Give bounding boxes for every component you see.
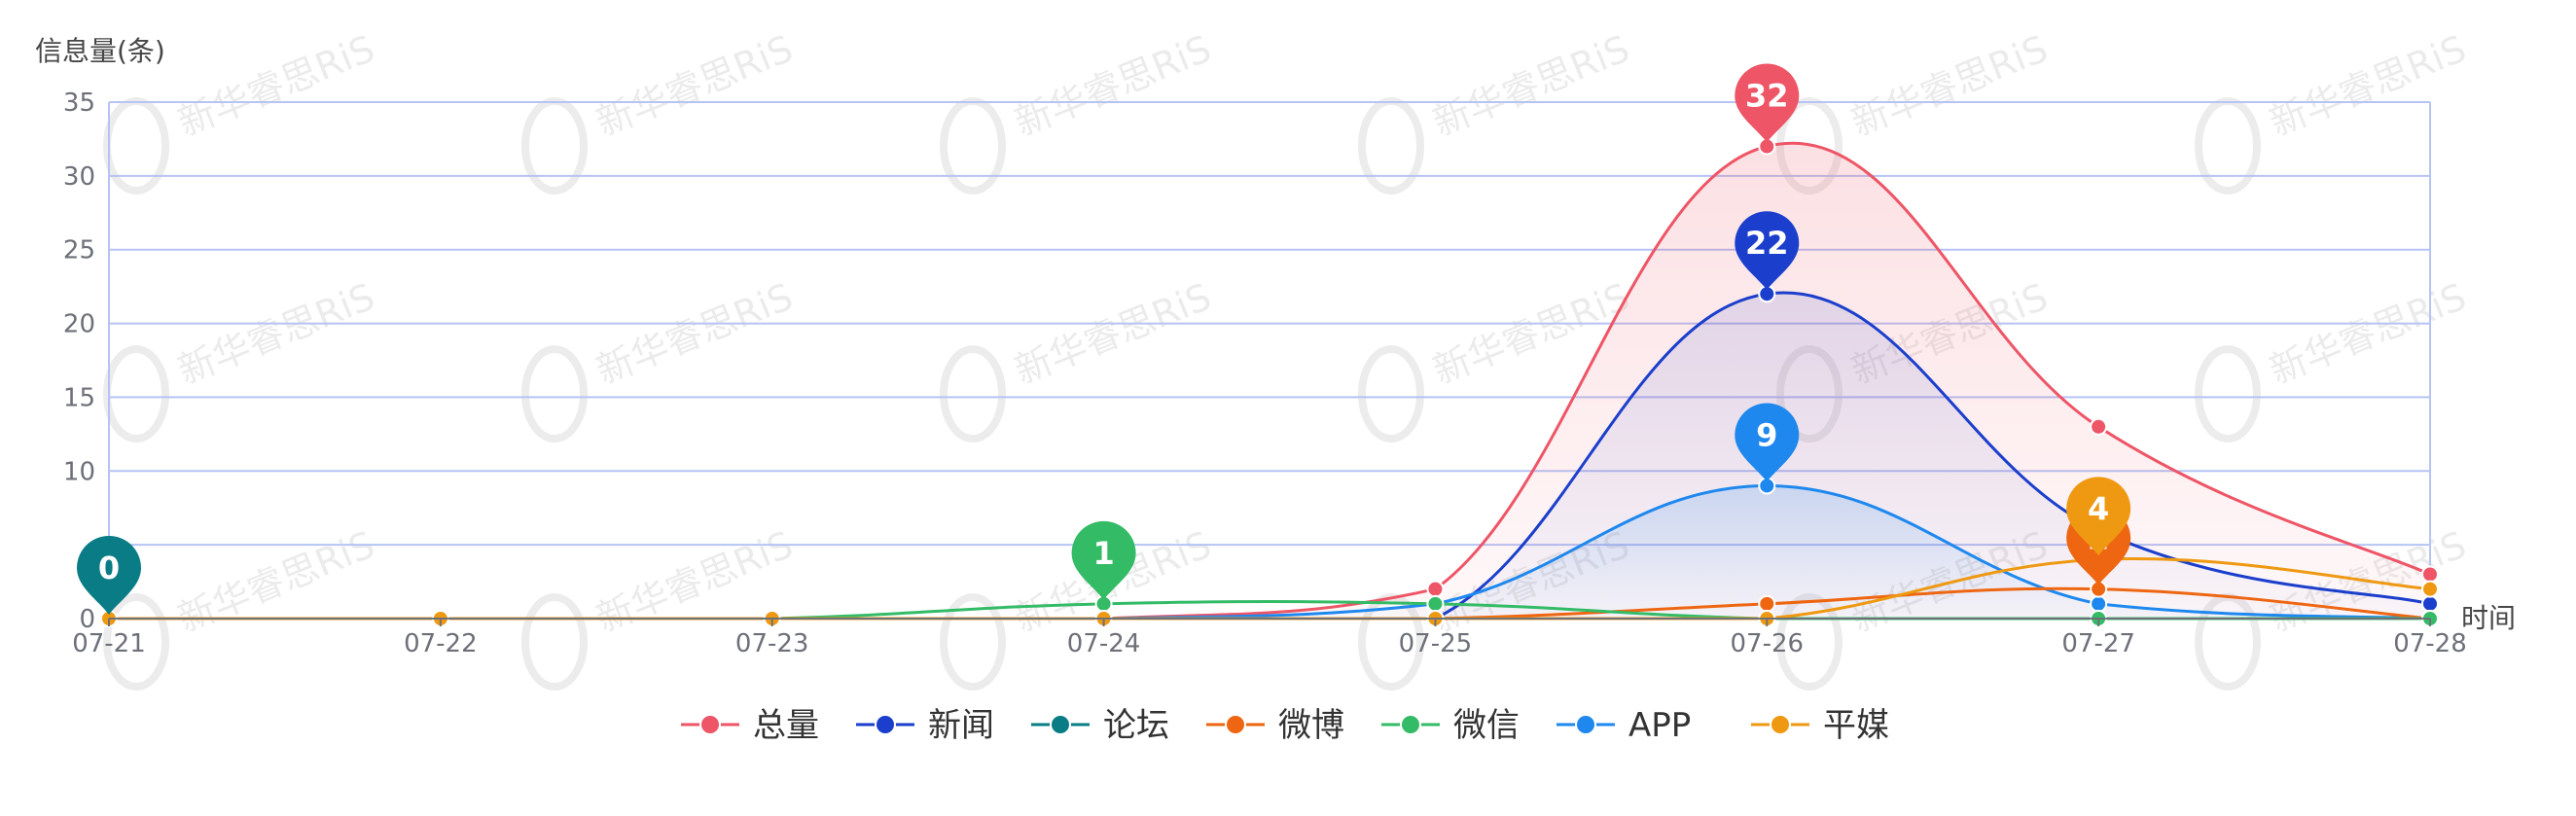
- svg-text:新华睿思RiS: 新华睿思RiS: [172, 27, 380, 145]
- data-point[interactable]: [2090, 417, 2108, 436]
- data-point[interactable]: [1426, 580, 1445, 598]
- max-marker-pin: 1: [1071, 520, 1136, 600]
- x-tick-label: 07-28: [2393, 629, 2467, 658]
- x-tick-label: 07-21: [72, 629, 146, 658]
- y-tick-label: 35: [63, 89, 95, 118]
- watermark: 新华睿思RiS: [521, 27, 799, 195]
- legend-item-新闻[interactable]: 新闻: [856, 706, 994, 745]
- data-point[interactable]: [2421, 565, 2439, 584]
- y-tick-label: 30: [63, 162, 95, 192]
- watermark: 新华睿思RiS: [521, 523, 799, 691]
- data-point[interactable]: [1426, 594, 1445, 613]
- x-tick-label: 07-27: [2061, 629, 2135, 658]
- watermark: 新华睿思RiS: [940, 275, 1217, 443]
- svg-text:新华睿思RiS: 新华睿思RiS: [1009, 27, 1217, 145]
- max-marker-label: 9: [1756, 416, 1777, 453]
- svg-text:新华睿思RiS: 新华睿思RiS: [2264, 27, 2472, 145]
- legend-item-总量[interactable]: 总量: [681, 706, 819, 745]
- max-marker-label: 0: [98, 550, 120, 586]
- y-tick-label: 15: [63, 383, 95, 412]
- svg-text:新华睿思RiS: 新华睿思RiS: [590, 27, 799, 145]
- max-marker-pin: 22: [1735, 211, 1800, 291]
- legend-label: 微信: [1453, 706, 1520, 745]
- max-marker-label: 4: [2088, 490, 2109, 527]
- y-tick-label: 20: [63, 310, 95, 339]
- legend-label: APP: [1628, 706, 1691, 745]
- x-axis-title: 时间: [2461, 602, 2516, 634]
- y-tick-label: 0: [79, 605, 95, 634]
- legend-label: 总量: [753, 706, 819, 745]
- legend-item-论坛[interactable]: 论坛: [1031, 706, 1169, 745]
- area-APP: [109, 485, 2430, 619]
- svg-text:新华睿思RiS: 新华睿思RiS: [2264, 275, 2472, 393]
- data-point[interactable]: [2421, 580, 2439, 598]
- max-marker-pin: 4: [2066, 477, 2131, 556]
- svg-text:新华睿思RiS: 新华睿思RiS: [172, 275, 380, 393]
- max-marker-pin: 9: [1735, 403, 1800, 482]
- data-point[interactable]: [2421, 594, 2439, 613]
- legend-item-微博[interactable]: 微博: [1206, 706, 1344, 745]
- svg-text:新华睿思RiS: 新华睿思RiS: [172, 523, 380, 641]
- legend-item-平媒[interactable]: 平媒: [1751, 706, 1889, 745]
- legend-label: 新闻: [928, 706, 994, 745]
- watermark: 新华睿思RiS: [103, 523, 380, 691]
- x-tick-label: 07-22: [404, 629, 478, 658]
- x-tick-label: 07-24: [1067, 629, 1141, 658]
- svg-text:新华睿思RiS: 新华睿思RiS: [1845, 27, 2054, 145]
- max-marker-pin: 32: [1735, 63, 1800, 143]
- svg-text:新华睿思RiS: 新华睿思RiS: [1427, 27, 1635, 145]
- legend-label: 微博: [1278, 706, 1344, 745]
- x-tick-label: 07-25: [1399, 629, 1473, 658]
- watermark: 新华睿思RiS: [103, 275, 380, 443]
- legend-item-微信[interactable]: 微信: [1381, 706, 1520, 745]
- svg-text:新华睿思RiS: 新华睿思RiS: [1009, 275, 1217, 393]
- y-tick-label: 10: [63, 457, 95, 486]
- x-tick-label: 07-23: [735, 629, 809, 658]
- data-point[interactable]: [2090, 594, 2108, 613]
- max-marker-label: 22: [1745, 225, 1789, 262]
- legend[interactable]: 总量 新闻 论坛 微博 微信 APP 平媒: [681, 706, 1889, 745]
- y-tick-label: 25: [63, 236, 95, 266]
- watermark: 新华睿思RiS: [1358, 27, 1635, 195]
- data-point[interactable]: [1758, 594, 1776, 613]
- watermark: 新华睿思RiS: [940, 27, 1217, 195]
- max-marker-pin: 0: [77, 536, 141, 615]
- max-marker-label: 1: [1092, 535, 1114, 572]
- legend-item-APP[interactable]: APP: [1556, 706, 1691, 745]
- legend-label: 论坛: [1103, 706, 1169, 745]
- svg-text:新华睿思RiS: 新华睿思RiS: [590, 275, 799, 393]
- watermark: 新华睿思RiS: [521, 275, 799, 443]
- legend-label: 平媒: [1823, 706, 1889, 745]
- max-markers: 322202194: [77, 63, 2131, 615]
- x-tick-label: 07-26: [1731, 629, 1805, 658]
- y-axis-title: 信息量(条): [35, 35, 165, 67]
- max-marker-label: 32: [1745, 78, 1789, 115]
